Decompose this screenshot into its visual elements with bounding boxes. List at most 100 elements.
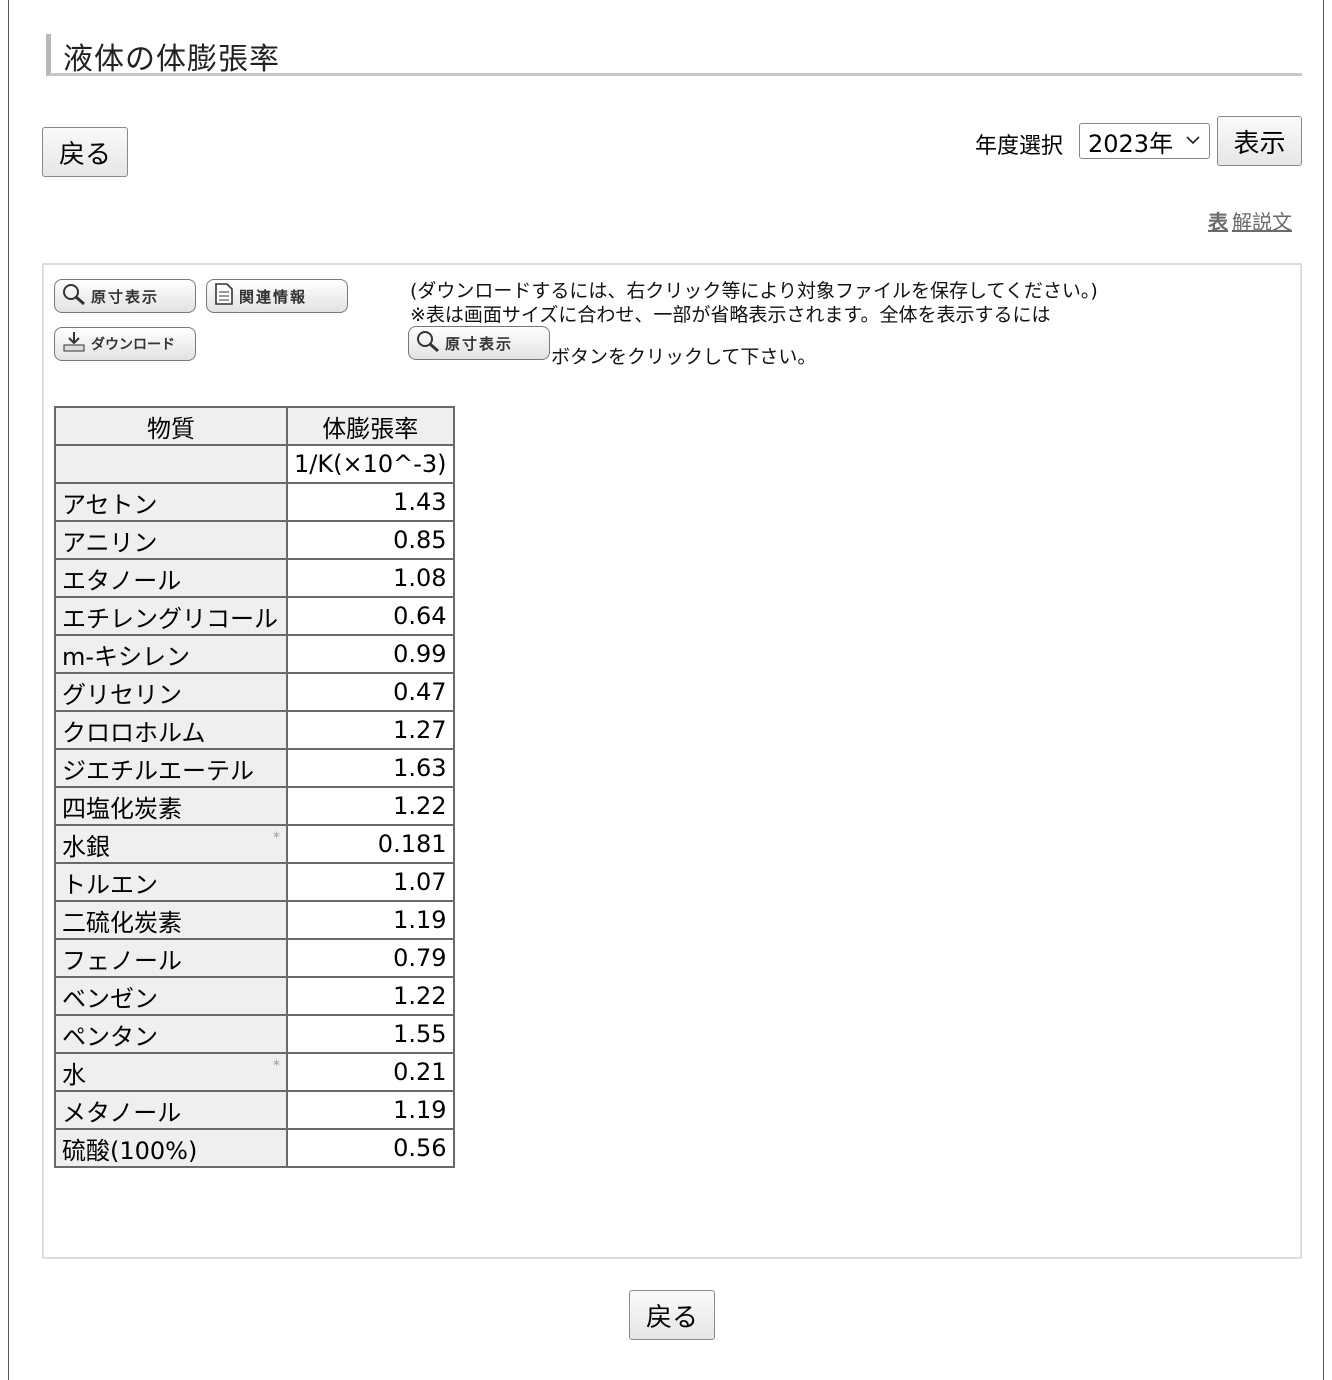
table-row: アセトン 1.43 <box>54 482 455 522</box>
substance-cell: フェノール <box>54 938 288 978</box>
substance-cell: クロロホルム <box>54 710 288 750</box>
substance-name: m-キシレン <box>62 642 191 671</box>
header-substance: 物質 <box>54 406 288 446</box>
document-icon <box>213 282 235 310</box>
click-note: ボタンをクリックして下さい。 <box>551 346 817 368</box>
substance-cell: エタノール <box>54 558 288 598</box>
table-row: エチレングリコール 0.64 <box>54 596 455 636</box>
substance-name: 硫酸(100%) <box>62 1136 198 1165</box>
substance-name: フェノール <box>62 946 182 975</box>
expansion-value: 1.19 <box>286 1090 455 1130</box>
substance-name: エチレングリコール <box>62 604 278 633</box>
unit-substance <box>54 444 288 484</box>
substance-name: ジエチルエーテル <box>62 756 254 785</box>
explanation-link-label: 解説文 <box>1232 210 1292 234</box>
table-icon: 表 <box>1208 210 1228 234</box>
magnifier-icon <box>61 282 87 310</box>
table-row: アニリン 0.85 <box>54 520 455 560</box>
expansion-value: 1.19 <box>286 900 455 940</box>
substance-name: トルエン <box>62 870 158 899</box>
substance-name: アセトン <box>62 490 158 519</box>
year-select-label: 年度選択 <box>975 134 1064 159</box>
table-row: ペンタン 1.55 <box>54 1014 455 1054</box>
expansion-value: 1.22 <box>286 786 455 826</box>
expansion-value: 0.79 <box>286 938 455 978</box>
substance-name: グリセリン <box>62 680 182 709</box>
explanation-link[interactable]: 表解説文 <box>1208 206 1292 235</box>
expansion-value: 1.55 <box>286 1014 455 1054</box>
show-button[interactable]: 表示 <box>1217 116 1302 166</box>
page-frame <box>8 0 1324 1380</box>
substance-name: エタノール <box>62 566 182 595</box>
expansion-value: 0.85 <box>286 520 455 560</box>
substance-cell: 二硫化炭素 <box>54 900 288 940</box>
original-size-label: 原寸表示 <box>91 287 160 306</box>
table-row: 水 * 0.21 <box>54 1052 455 1092</box>
substance-cell: m-キシレン <box>54 634 288 674</box>
substance-name: 水銀 <box>62 832 110 861</box>
table-row: クロロホルム 1.27 <box>54 710 455 750</box>
table-header-row: 物質 体膨張率 <box>54 406 455 446</box>
page-title-bar: 液体の体膨張率 <box>46 34 1302 77</box>
substance-cell: 水銀 * <box>54 824 288 864</box>
download-note: (ダウンロードするには、右クリック等により対象ファイルを保存してください。) <box>410 280 1098 302</box>
expansion-value: 1.63 <box>286 748 455 788</box>
substance-cell: 硫酸(100%) <box>54 1128 288 1168</box>
year-select[interactable]: 2023年 <box>1079 123 1210 159</box>
expansion-value: 1.27 <box>286 710 455 750</box>
substance-name: アニリン <box>62 528 158 557</box>
expansion-value: 0.47 <box>286 672 455 712</box>
expansion-value: 0.181 <box>286 824 455 864</box>
original-size-button-inline[interactable]: 原寸表示 <box>408 326 550 360</box>
table-row: エタノール 1.08 <box>54 558 455 598</box>
substance-cell: ジエチルエーテル <box>54 748 288 788</box>
expansion-value: 0.99 <box>286 634 455 674</box>
table-panel <box>42 263 1302 1259</box>
table-row: ジエチルエーテル 1.63 <box>54 748 455 788</box>
magnifier-icon <box>415 329 441 357</box>
substance-cell: アニリン <box>54 520 288 560</box>
substance-cell: メタノール <box>54 1090 288 1130</box>
substance-cell: 水 * <box>54 1052 288 1092</box>
substance-cell: ペンタン <box>54 1014 288 1054</box>
chevron-down-icon <box>1185 126 1201 159</box>
substance-name: ベンゼン <box>62 984 158 1013</box>
unit-expansion: 1/K(×10^-3) <box>286 444 455 484</box>
expansion-value: 1.43 <box>286 482 455 522</box>
related-info-label: 関連情報 <box>239 287 308 306</box>
original-size-button[interactable]: 原寸表示 <box>54 279 196 313</box>
page-title: 液体の体膨張率 <box>63 42 280 77</box>
expansion-value: 1.08 <box>286 558 455 598</box>
original-size-inline-label: 原寸表示 <box>445 334 514 353</box>
back-button-top[interactable]: 戻る <box>42 127 128 177</box>
substance-name: 二硫化炭素 <box>62 908 182 937</box>
table-row: フェノール 0.79 <box>54 938 455 978</box>
substance-name: メタノール <box>62 1098 182 1127</box>
substance-cell: エチレングリコール <box>54 596 288 636</box>
expansion-value: 0.64 <box>286 596 455 636</box>
table-row: グリセリン 0.47 <box>54 672 455 712</box>
table-row: 水銀 * 0.181 <box>54 824 455 864</box>
table-row: トルエン 1.07 <box>54 862 455 902</box>
related-info-button[interactable]: 関連情報 <box>206 279 348 313</box>
table-row: 硫酸(100%) 0.56 <box>54 1128 455 1168</box>
table-unit-row: 1/K(×10^-3) <box>54 444 455 484</box>
download-label: ダウンロード <box>91 337 175 353</box>
substance-cell: アセトン <box>54 482 288 522</box>
download-button[interactable]: ダウンロード <box>54 327 196 361</box>
table-row: ベンゼン 1.22 <box>54 976 455 1016</box>
substance-cell: トルエン <box>54 862 288 902</box>
back-button-bottom[interactable]: 戻る <box>629 1290 715 1340</box>
download-icon <box>61 330 87 358</box>
table-row: メタノール 1.19 <box>54 1090 455 1130</box>
footnote-mark: * <box>273 830 280 846</box>
expansion-value: 1.07 <box>286 862 455 902</box>
substance-name: ペンタン <box>62 1022 158 1051</box>
substance-name: 水 <box>62 1060 86 1089</box>
footnote-mark: * <box>273 1058 280 1074</box>
substance-name: クロロホルム <box>62 718 206 747</box>
expansion-value: 0.56 <box>286 1128 455 1168</box>
display-note: ※表は画面サイズに合わせ、一部が省略表示されます。全体を表示するには <box>410 304 1051 326</box>
table-row: 二硫化炭素 1.19 <box>54 900 455 940</box>
substance-cell: ベンゼン <box>54 976 288 1016</box>
